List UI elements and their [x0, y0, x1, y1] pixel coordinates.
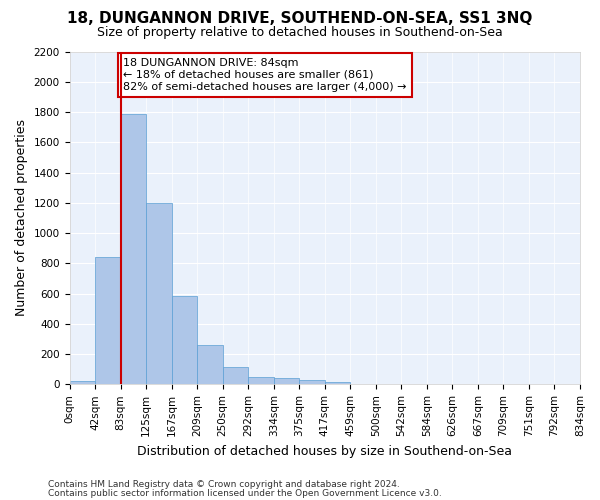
Y-axis label: Number of detached properties: Number of detached properties: [15, 120, 28, 316]
Bar: [274, 378, 299, 384]
Bar: [172, 296, 197, 384]
Bar: [223, 367, 248, 384]
Bar: [146, 203, 172, 384]
Bar: [121, 114, 146, 384]
Bar: [70, 380, 95, 384]
Text: Contains HM Land Registry data © Crown copyright and database right 2024.: Contains HM Land Registry data © Crown c…: [48, 480, 400, 489]
X-axis label: Distribution of detached houses by size in Southend-on-Sea: Distribution of detached houses by size …: [137, 444, 512, 458]
Text: 18, DUNGANNON DRIVE, SOUTHEND-ON-SEA, SS1 3NQ: 18, DUNGANNON DRIVE, SOUTHEND-ON-SEA, SS…: [67, 11, 533, 26]
Text: Contains public sector information licensed under the Open Government Licence v3: Contains public sector information licen…: [48, 489, 442, 498]
Text: 18 DUNGANNON DRIVE: 84sqm
← 18% of detached houses are smaller (861)
82% of semi: 18 DUNGANNON DRIVE: 84sqm ← 18% of detac…: [123, 58, 407, 92]
Text: Size of property relative to detached houses in Southend-on-Sea: Size of property relative to detached ho…: [97, 26, 503, 39]
Bar: [299, 380, 325, 384]
Bar: [197, 345, 223, 385]
Bar: [95, 257, 121, 384]
Bar: [325, 382, 350, 384]
Bar: [248, 377, 274, 384]
